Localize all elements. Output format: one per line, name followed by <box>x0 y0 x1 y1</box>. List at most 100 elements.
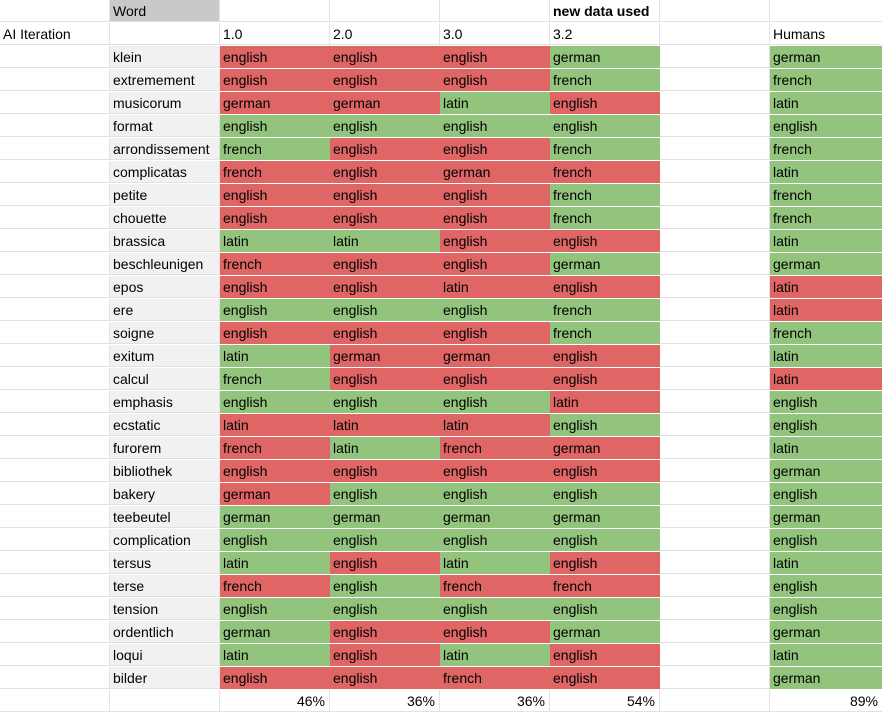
guess-1-0[interactable]: french <box>220 437 330 459</box>
guess-3-2[interactable]: french <box>550 138 660 160</box>
guess-3-2[interactable]: english <box>550 644 660 666</box>
guess-3-0[interactable]: latin <box>440 276 550 298</box>
guess-3-0[interactable]: latin <box>440 644 550 666</box>
guess-1-0[interactable]: french <box>220 368 330 390</box>
cell-blank[interactable] <box>660 552 770 574</box>
cell-blank[interactable] <box>440 0 550 22</box>
guess-3-2[interactable]: french <box>550 69 660 91</box>
cell-blank[interactable] <box>0 437 110 459</box>
human-answer[interactable]: english <box>770 529 882 551</box>
cell-blank[interactable] <box>660 437 770 459</box>
word-cell[interactable]: ecstatic <box>110 414 220 436</box>
guess-3-2[interactable]: english <box>550 115 660 137</box>
guess-3-0[interactable]: french <box>440 575 550 597</box>
guess-3-2[interactable]: german <box>550 253 660 275</box>
cell-blank[interactable] <box>660 115 770 137</box>
guess-2-0[interactable]: latin <box>330 437 440 459</box>
guess-3-0[interactable]: english <box>440 368 550 390</box>
cell-blank[interactable] <box>0 575 110 597</box>
human-answer[interactable]: german <box>770 46 882 68</box>
guess-3-0[interactable]: german <box>440 161 550 183</box>
ai-iteration-label[interactable]: AI Iteration <box>0 23 110 45</box>
human-answer[interactable]: german <box>770 621 882 643</box>
guess-3-2[interactable]: french <box>550 184 660 206</box>
guess-1-0[interactable]: english <box>220 391 330 413</box>
guess-1-0[interactable]: english <box>220 598 330 620</box>
cell-blank[interactable] <box>660 690 770 712</box>
accuracy-2-0[interactable]: 36% <box>330 690 440 712</box>
cell-blank[interactable] <box>0 299 110 321</box>
guess-1-0[interactable]: latin <box>220 230 330 252</box>
guess-3-2[interactable]: english <box>550 598 660 620</box>
human-answer[interactable]: french <box>770 69 882 91</box>
guess-3-0[interactable]: english <box>440 529 550 551</box>
guess-1-0[interactable]: english <box>220 299 330 321</box>
word-cell[interactable]: bilder <box>110 667 220 689</box>
cell-blank[interactable] <box>660 276 770 298</box>
cell-blank[interactable] <box>0 529 110 551</box>
guess-1-0[interactable]: english <box>220 69 330 91</box>
word-cell[interactable]: complication <box>110 529 220 551</box>
human-answer[interactable]: french <box>770 207 882 229</box>
cell-blank[interactable] <box>660 253 770 275</box>
guess-2-0[interactable]: english <box>330 391 440 413</box>
guess-3-0[interactable]: german <box>440 506 550 528</box>
word-cell[interactable]: emphasis <box>110 391 220 413</box>
cell-blank[interactable] <box>660 184 770 206</box>
guess-1-0[interactable]: latin <box>220 644 330 666</box>
guess-3-2[interactable]: english <box>550 92 660 114</box>
cell-blank[interactable] <box>660 529 770 551</box>
cell-blank[interactable] <box>0 322 110 344</box>
guess-2-0[interactable]: english <box>330 644 440 666</box>
cell-blank[interactable] <box>110 23 220 45</box>
guess-2-0[interactable]: english <box>330 483 440 505</box>
guess-2-0[interactable]: english <box>330 299 440 321</box>
guess-3-0[interactable]: english <box>440 460 550 482</box>
guess-3-0[interactable]: french <box>440 437 550 459</box>
guess-1-0[interactable]: latin <box>220 345 330 367</box>
cell-blank[interactable] <box>660 621 770 643</box>
word-cell[interactable]: petite <box>110 184 220 206</box>
guess-3-2[interactable]: latin <box>550 391 660 413</box>
word-cell[interactable]: ere <box>110 299 220 321</box>
guess-1-0[interactable]: english <box>220 184 330 206</box>
cell-blank[interactable] <box>660 0 770 22</box>
cell-blank[interactable] <box>0 92 110 114</box>
guess-3-0[interactable]: latin <box>440 552 550 574</box>
guess-1-0[interactable]: french <box>220 575 330 597</box>
guess-2-0[interactable]: latin <box>330 414 440 436</box>
cell-blank[interactable] <box>0 276 110 298</box>
guess-3-2[interactable]: french <box>550 575 660 597</box>
cell-blank[interactable] <box>0 621 110 643</box>
version-header-2-0[interactable]: 2.0 <box>330 23 440 45</box>
guess-2-0[interactable]: english <box>330 598 440 620</box>
guess-3-0[interactable]: english <box>440 299 550 321</box>
cell-blank[interactable] <box>660 644 770 666</box>
guess-3-0[interactable]: english <box>440 69 550 91</box>
accuracy-1-0[interactable]: 46% <box>220 690 330 712</box>
human-answer[interactable]: latin <box>770 161 882 183</box>
cell-blank[interactable] <box>660 46 770 68</box>
word-cell[interactable]: ordentlich <box>110 621 220 643</box>
cell-blank[interactable] <box>330 0 440 22</box>
cell-blank[interactable] <box>0 598 110 620</box>
guess-1-0[interactable]: french <box>220 253 330 275</box>
cell-blank[interactable] <box>660 506 770 528</box>
word-cell[interactable]: arrondissement <box>110 138 220 160</box>
human-answer[interactable]: latin <box>770 92 882 114</box>
guess-3-2[interactable]: french <box>550 322 660 344</box>
human-answer[interactable]: german <box>770 460 882 482</box>
accuracy-3-0[interactable]: 36% <box>440 690 550 712</box>
human-answer[interactable]: latin <box>770 437 882 459</box>
guess-1-0[interactable]: english <box>220 46 330 68</box>
guess-2-0[interactable]: german <box>330 345 440 367</box>
guess-2-0[interactable]: english <box>330 667 440 689</box>
guess-3-2[interactable]: french <box>550 299 660 321</box>
guess-3-2[interactable]: english <box>550 460 660 482</box>
cell-blank[interactable] <box>0 184 110 206</box>
guess-1-0[interactable]: english <box>220 529 330 551</box>
word-cell[interactable]: furorem <box>110 437 220 459</box>
human-answer[interactable]: latin <box>770 276 882 298</box>
cell-blank[interactable] <box>660 299 770 321</box>
guess-3-0[interactable]: english <box>440 322 550 344</box>
